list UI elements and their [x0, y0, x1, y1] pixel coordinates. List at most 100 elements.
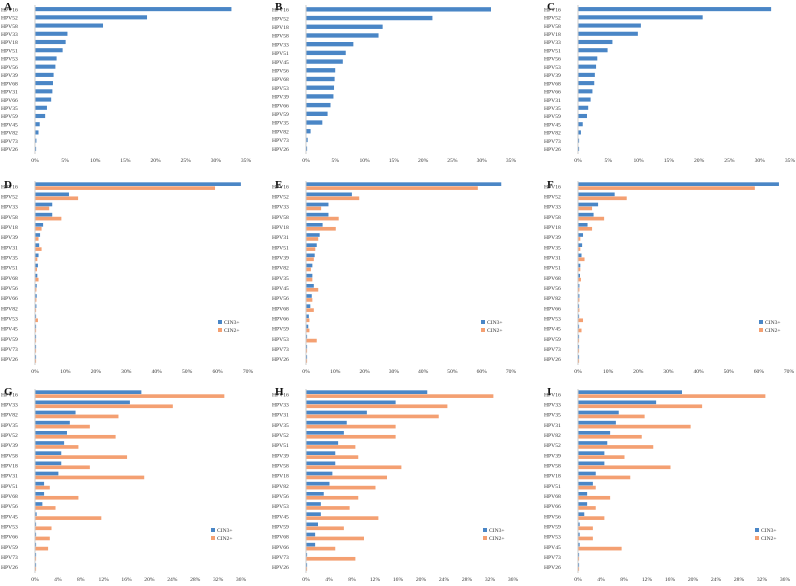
bar-cin3: [306, 202, 329, 207]
bar-cin2: [306, 237, 319, 241]
bar-cin2: [306, 216, 339, 221]
legend-swatch-cin3: [755, 528, 759, 532]
x-tick-label: 10%: [359, 158, 370, 164]
bar-cin3: [35, 202, 53, 207]
legend-label: CIN3+: [489, 528, 505, 534]
bar-cin2: [578, 506, 596, 510]
category-label: HPV16: [1, 184, 18, 190]
bar-cin2: [578, 196, 627, 201]
bar-cin3: [578, 182, 779, 186]
bar-cin3: [35, 390, 142, 394]
x-tick-label: 36%: [508, 577, 519, 581]
bar: [306, 94, 334, 99]
x-tick-label: 30%: [211, 158, 222, 164]
bar-cin2: [306, 247, 316, 251]
bar: [306, 7, 491, 12]
bar-cin3: [578, 222, 588, 227]
bar-cin3: [35, 334, 37, 339]
category-label: HPV82: [1, 306, 18, 312]
bar-cin2: [306, 516, 379, 520]
bar-cin2: [306, 196, 360, 201]
bar: [35, 122, 40, 127]
bar-cin3: [306, 182, 502, 186]
bar-cin3: [578, 522, 580, 527]
category-label: HPV82: [544, 296, 561, 302]
category-label: HPV66: [272, 316, 289, 322]
bar-cin3: [35, 542, 37, 547]
x-tick-label: 15%: [389, 158, 400, 164]
category-label: HPV31: [544, 98, 561, 104]
category-label: HPV66: [544, 504, 561, 510]
x-tick-label: 30%: [477, 158, 488, 164]
bar-cin3: [578, 461, 605, 466]
category-label: HPV35: [544, 413, 561, 419]
category-label: HPV56: [544, 286, 561, 292]
bar-cin2: [578, 546, 622, 551]
bar-cin2: [306, 338, 317, 343]
bar: [578, 48, 608, 53]
bar-cin3: [35, 304, 37, 308]
x-tick-label: 40%: [418, 369, 429, 375]
bar-cin3: [35, 233, 41, 237]
bar: [35, 72, 54, 77]
panel-label: I: [547, 386, 551, 398]
category-label: HPV53: [544, 316, 561, 322]
category-label: HPV82: [544, 131, 561, 137]
bar-cin3: [306, 471, 333, 476]
category-label: HPV45: [544, 327, 561, 333]
category-label: HPV35: [272, 423, 289, 429]
bar: [578, 89, 593, 94]
x-tick-label: 12%: [99, 577, 110, 581]
bar-cin2: [35, 298, 37, 302]
x-tick-label: 28%: [190, 577, 201, 581]
bar-cin2: [35, 556, 37, 561]
category-label: HPV26: [1, 147, 18, 153]
x-tick-label: 20%: [144, 577, 155, 581]
bar-cin3: [35, 344, 37, 349]
x-tick-label: 25%: [181, 158, 192, 164]
category-label: HPV45: [1, 122, 18, 128]
bar-cin2: [35, 546, 49, 551]
bar-cin3: [306, 563, 308, 567]
category-label: HPV52: [1, 16, 18, 22]
bar: [306, 59, 343, 64]
category-label: HPV31: [1, 474, 18, 480]
bar-cin2: [578, 495, 611, 500]
bar: [578, 138, 580, 143]
bar-cin2: [35, 359, 37, 363]
bar: [35, 15, 148, 20]
x-tick-label: 60%: [477, 369, 488, 375]
bar: [35, 31, 68, 36]
category-label: HPV53: [272, 86, 289, 92]
bar-cin3: [35, 410, 76, 415]
bar-cin3: [578, 202, 599, 207]
bar-cin3: [306, 324, 309, 329]
bar-cin3: [578, 304, 580, 308]
bar-cin3: [578, 253, 582, 258]
bar-cin2: [578, 247, 581, 251]
x-tick-label: 8%: [348, 577, 356, 581]
bar-cin3: [578, 532, 580, 537]
bar: [578, 15, 703, 20]
category-label: HPV26: [272, 357, 289, 363]
bar-cin3: [35, 212, 53, 217]
category-label: HPV58: [272, 34, 289, 40]
category-label: HPV82: [544, 433, 561, 439]
bar-cin3: [35, 243, 40, 247]
bar-cin2: [578, 328, 582, 333]
category-label: HPV51: [544, 266, 561, 272]
bar-cin2: [306, 318, 310, 323]
category-label: HPV68: [544, 276, 561, 282]
bar: [35, 89, 53, 94]
bar-cin2: [578, 404, 703, 409]
bar-cin3: [578, 283, 580, 288]
bar-cin3: [35, 314, 37, 319]
bar-cin3: [578, 512, 585, 516]
x-tick-label: 20%: [688, 577, 699, 581]
bar-cin2: [35, 328, 37, 333]
category-label: HPV18: [544, 225, 561, 231]
category-label: HPV26: [1, 357, 18, 363]
bar-cin2: [306, 186, 478, 190]
category-label: HPV68: [1, 494, 18, 500]
x-tick-label: 10%: [90, 158, 101, 164]
